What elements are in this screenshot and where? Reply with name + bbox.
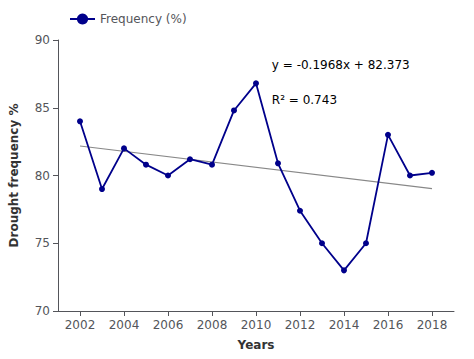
svg-text:R² = 0.743: R² = 0.743 — [272, 93, 337, 107]
svg-text:75: 75 — [35, 236, 50, 250]
svg-text:2018: 2018 — [417, 318, 448, 332]
svg-text:2010: 2010 — [241, 318, 272, 332]
svg-text:2012: 2012 — [285, 318, 316, 332]
svg-text:y = -0.1968x + 82.373: y = -0.1968x + 82.373 — [272, 58, 410, 72]
svg-text:85: 85 — [35, 101, 50, 115]
svg-text:70: 70 — [35, 304, 50, 318]
svg-text:2004: 2004 — [109, 318, 140, 332]
svg-text:90: 90 — [35, 33, 50, 47]
svg-text:Drought frequency %: Drought frequency % — [7, 104, 21, 248]
svg-text:2006: 2006 — [153, 318, 184, 332]
svg-text:2016: 2016 — [373, 318, 404, 332]
svg-text:Frequency (%): Frequency (%) — [100, 12, 187, 26]
svg-text:2008: 2008 — [197, 318, 228, 332]
svg-text:Years: Years — [237, 338, 275, 352]
svg-text:80: 80 — [35, 169, 50, 183]
svg-text:2014: 2014 — [329, 318, 360, 332]
svg-text:2002: 2002 — [65, 318, 96, 332]
